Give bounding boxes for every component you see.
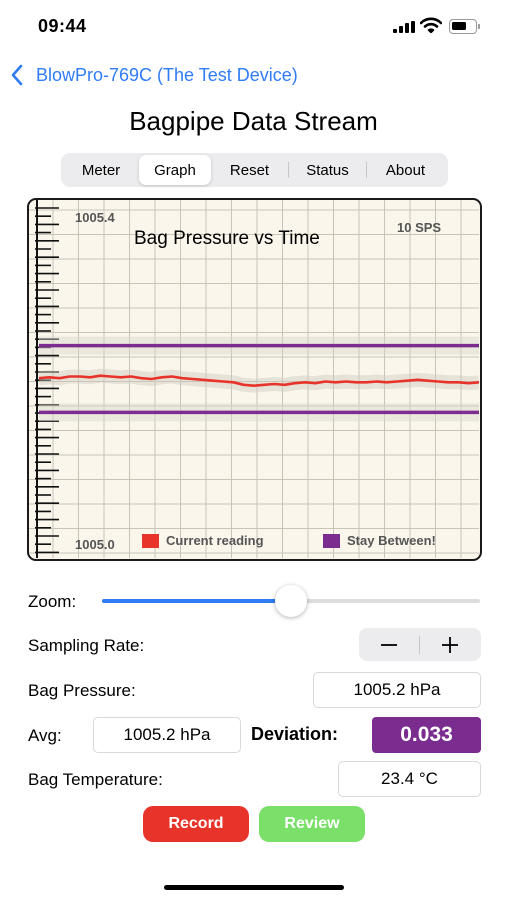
record-button[interactable]: Record [143,806,249,842]
sampling-rate-stepper [359,628,481,661]
view-tabs: Meter Graph Reset Status About [61,153,448,187]
chart-canvas [29,200,479,558]
wifi-icon [420,17,442,33]
home-indicator[interactable] [164,885,344,890]
tab-about[interactable]: About [385,161,426,179]
back-chevron-icon [11,64,23,86]
status-bar: 09:44 [0,0,507,52]
battery-icon [449,19,481,34]
tab-status[interactable]: Status [306,161,349,179]
tab-meter[interactable]: Meter [81,161,121,179]
deviation-label: Deviation: [251,724,339,744]
bag-temperature-label: Bag Temperature: [28,770,163,789]
review-button[interactable]: Review [259,806,365,842]
tab-divider [366,162,367,178]
y-axis-max-label: 1005.4 [75,210,115,225]
stepper-divider [419,635,420,654]
zoom-slider-fill [102,599,281,603]
tab-graph[interactable]: Graph [139,155,211,185]
current-reading-line [38,374,479,387]
chart-title: Bag Pressure vs Time [134,228,320,249]
bag-pressure-value: 1005.2 hPa [313,672,481,708]
back-button-label: BlowPro-769C (The Test Device) [36,64,298,85]
tab-reset[interactable]: Reset [229,161,270,179]
zoom-label: Zoom: [28,592,77,611]
increment-button[interactable] [420,628,480,661]
pressure-chart: 1005.4 1005.0 Bag Pressure vs Time 10 SP… [27,198,482,561]
status-time: 09:44 [38,16,87,36]
sample-rate-label: 10 SPS [397,220,442,235]
tab-divider [288,162,289,178]
legend-swatch-purple [323,533,340,548]
sampling-rate-label: Sampling Rate: [28,636,145,655]
bag-pressure-label: Bag Pressure: [28,681,136,700]
cellular-signal-icon [393,21,415,33]
avg-label: Avg: [28,726,62,745]
back-button[interactable]: BlowPro-769C (The Test Device) [10,60,298,90]
zoom-slider-thumb[interactable] [275,585,307,617]
bag-temperature-value: 23.4 °C [338,761,481,797]
minus-icon [381,643,397,646]
legend-swatch-red [142,533,159,548]
legend-label: Stay Between! [347,533,436,548]
legend-current-reading: Current reading [142,533,264,548]
y-axis-min-label: 1005.0 [75,537,115,552]
legend-stay-between: Stay Between! [323,533,436,548]
decrement-button[interactable] [359,628,419,661]
page-title: Bagpipe Data Stream [129,106,378,136]
avg-value: 1005.2 hPa [93,717,241,753]
plus-icon [442,636,458,653]
legend-label: Current reading [166,533,264,548]
deviation-value: 0.033 [372,717,481,753]
